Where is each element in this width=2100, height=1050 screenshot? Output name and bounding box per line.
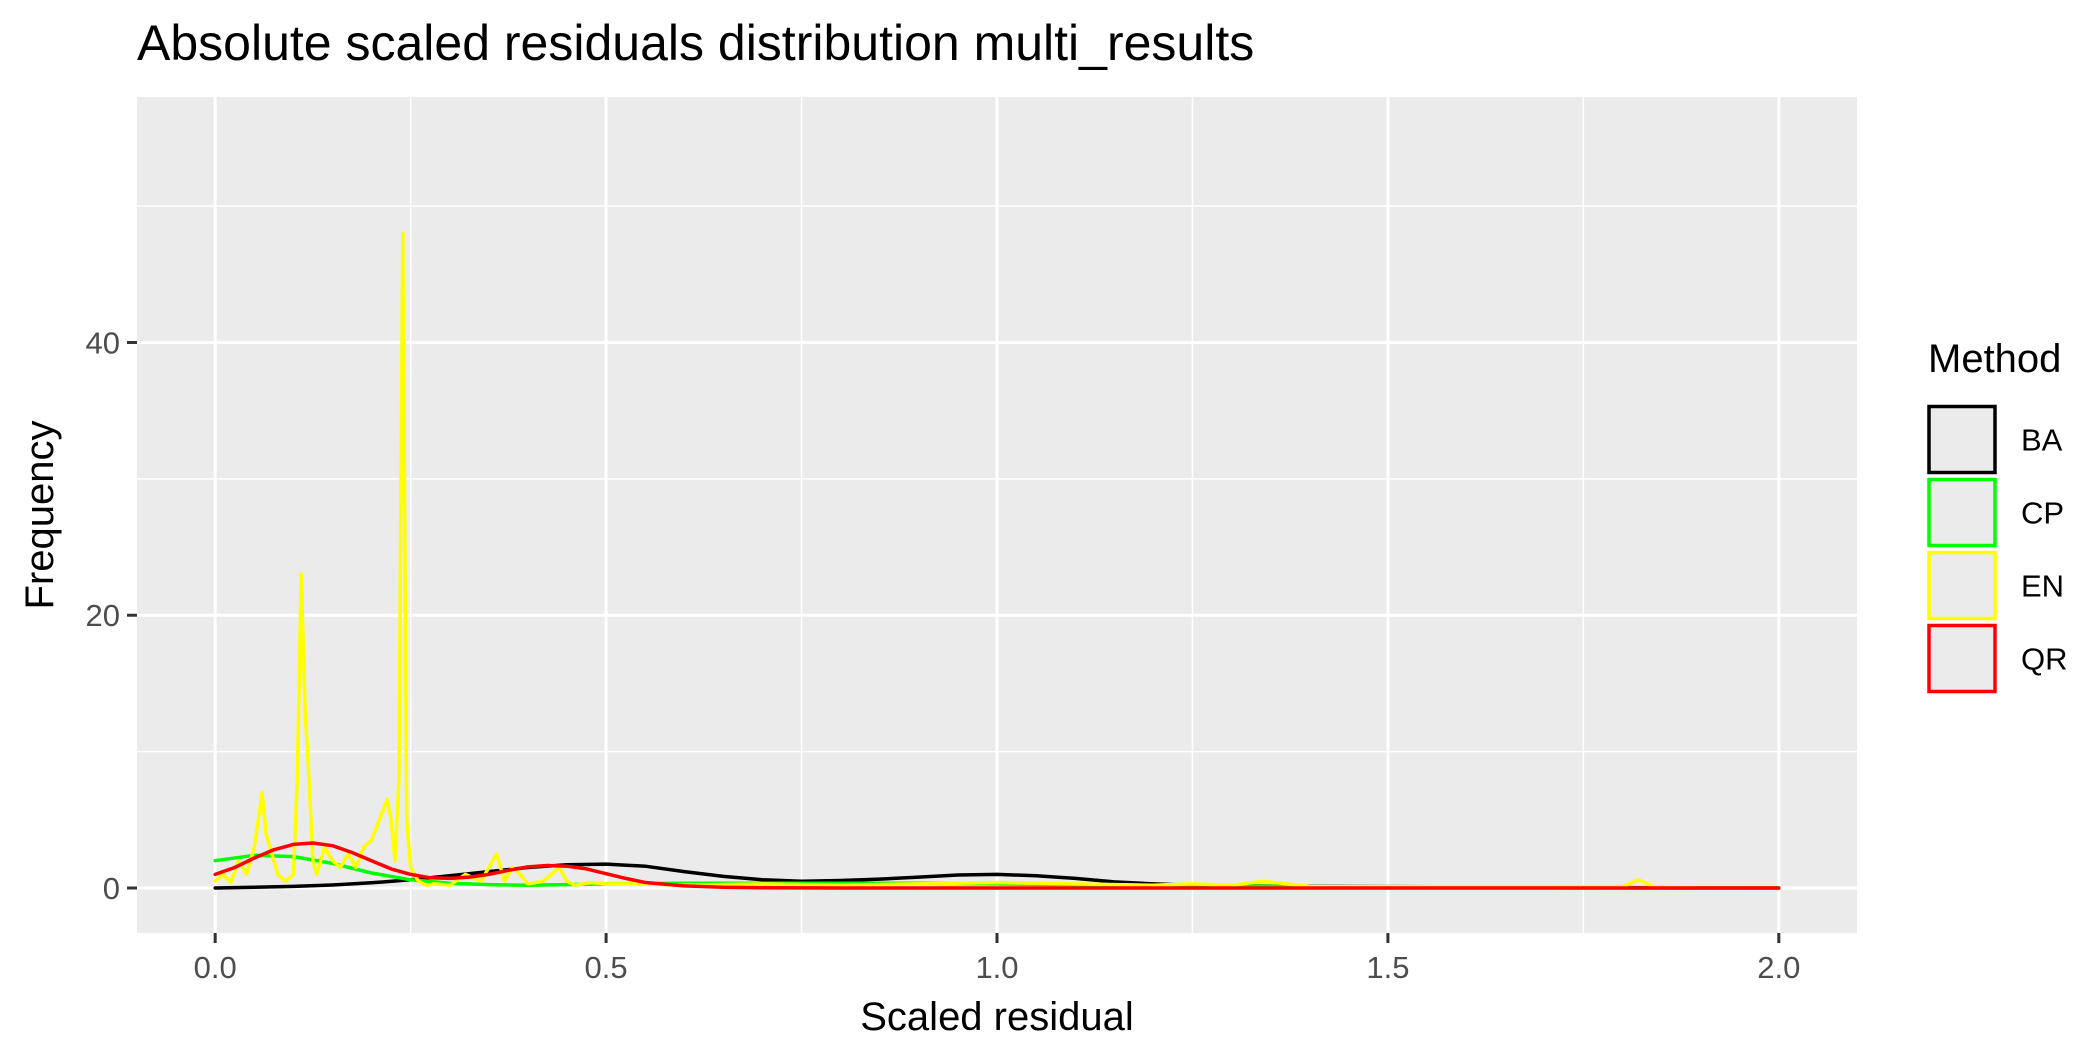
legend-key-cp (1927, 477, 1997, 548)
series-lines (213, 231, 1781, 890)
legend: Method BA CP EN QR (1927, 337, 2068, 694)
y-tick-label: 40 (86, 325, 120, 360)
x-tick-label: 0.5 (585, 950, 628, 985)
legend-label-qr: QR (2021, 642, 2068, 677)
series-line-en (213, 231, 1781, 890)
major-gridlines (137, 97, 1857, 933)
x-axis-title: Scaled residual (860, 995, 1134, 1039)
x-tick-label: 2.0 (1757, 950, 1800, 985)
y-axis-title: Frequency (18, 421, 62, 610)
axis-ticks (127, 340, 1781, 943)
legend-label-en: EN (2021, 569, 2064, 604)
x-tick-label: 1.0 (975, 950, 1018, 985)
legend-key-qr (1927, 623, 1997, 694)
legend-title: Method (1928, 337, 2061, 381)
legend-label-cp: CP (2021, 496, 2064, 531)
legend-key-en (1927, 550, 1997, 621)
legend-key-ba (1927, 404, 1997, 475)
legend-label-ba: BA (2021, 423, 2063, 458)
x-tick-label: 1.5 (1366, 950, 1409, 985)
series-line-qr (213, 841, 1781, 890)
x-tick-label: 0.0 (194, 950, 237, 985)
y-tick-label: 20 (86, 598, 120, 633)
tick-labels: 0.0 0.5 1.0 1.5 2.0 0 20 40 (86, 325, 1801, 985)
chart-title: Absolute scaled residuals distribution m… (137, 15, 1254, 71)
y-tick-label: 0 (103, 871, 120, 906)
